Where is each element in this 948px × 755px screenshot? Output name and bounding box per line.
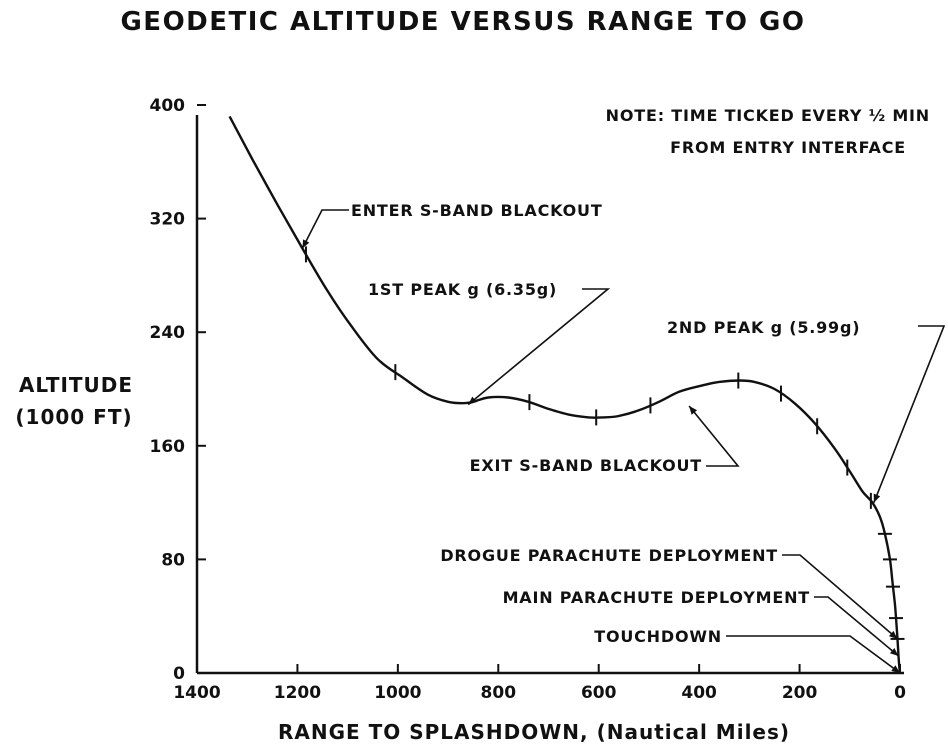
axes bbox=[195, 115, 904, 675]
annotation-arrowhead bbox=[891, 665, 900, 673]
note-line: FROM ENTRY INTERFACE bbox=[670, 138, 906, 157]
x-tick-label: 200 bbox=[782, 683, 818, 703]
annotation-arrowhead bbox=[302, 239, 310, 249]
annotation-leader bbox=[688, 405, 740, 467]
y-tick-label: 240 bbox=[150, 323, 186, 343]
y-tick-label: 400 bbox=[150, 96, 186, 116]
annotation-arrowhead bbox=[889, 648, 899, 656]
annotation-arrowhead bbox=[873, 493, 881, 503]
annotation-label: EXIT S-BAND BLACKOUT bbox=[470, 456, 702, 475]
annotation-label: 2ND PEAK g (5.99g) bbox=[667, 318, 860, 337]
x-tick-label: 1000 bbox=[374, 683, 421, 703]
chart-title: GEODETIC ALTITUDE VERSUS RANGE TO GO bbox=[120, 7, 805, 37]
annotation-leader bbox=[726, 635, 901, 674]
y-tick-label: 0 bbox=[173, 664, 185, 684]
note: NOTE: TIME TICKED EVERY ½ MIN FROM ENTRY … bbox=[606, 106, 930, 157]
annotation-label: 1ST PEAK g (6.35g) bbox=[368, 280, 557, 299]
x-tick-label: 600 bbox=[581, 683, 617, 703]
y-tick-label: 160 bbox=[150, 437, 186, 457]
annotation-label: DROGUE PARACHUTE DEPLOYMENT bbox=[440, 546, 778, 565]
ticks: 1400 1200 1000 800 600 400 200 0 0 80 160 240 320 400 bbox=[150, 96, 907, 703]
annotation-arrowhead bbox=[888, 630, 898, 639]
annotation-leader bbox=[301, 209, 349, 249]
annotation-leader bbox=[467, 288, 611, 406]
note-line: NOTE: TIME TICKED EVERY ½ MIN bbox=[606, 106, 930, 125]
x-tick-label: 0 bbox=[894, 683, 906, 703]
annotation-arrowhead bbox=[468, 396, 477, 405]
y-axis-title-line: (1000 FT) bbox=[15, 405, 132, 429]
x-tick-label: 800 bbox=[481, 683, 517, 703]
x-tick-label: 1200 bbox=[274, 683, 321, 703]
annotation-arrowhead bbox=[689, 406, 698, 415]
annotation-leader bbox=[814, 596, 900, 657]
trajectory-line bbox=[228, 115, 902, 674]
y-axis-title: ALTITUDE (1000 FT) bbox=[15, 373, 133, 429]
annotation-leader bbox=[873, 325, 946, 503]
y-axis-title-line: ALTITUDE bbox=[19, 373, 133, 397]
annotations: ENTER S-BAND BLACKOUT 1ST PEAK g (6.35g) 2… bbox=[301, 201, 946, 674]
annotation-label: MAIN PARACHUTE DEPLOYMENT bbox=[503, 588, 810, 607]
annotation-leader bbox=[782, 554, 899, 640]
y-tick-label: 320 bbox=[150, 210, 186, 230]
series-layer bbox=[228, 115, 905, 674]
x-tick-label: 1400 bbox=[173, 683, 220, 703]
annotation-label: ENTER S-BAND BLACKOUT bbox=[351, 201, 603, 220]
x-axis-title: RANGE TO SPLASHDOWN, (Nautical Miles) bbox=[278, 720, 790, 744]
annotation-label: TOUCHDOWN bbox=[594, 627, 722, 646]
y-tick-label: 80 bbox=[161, 550, 185, 570]
x-tick-label: 400 bbox=[681, 683, 717, 703]
